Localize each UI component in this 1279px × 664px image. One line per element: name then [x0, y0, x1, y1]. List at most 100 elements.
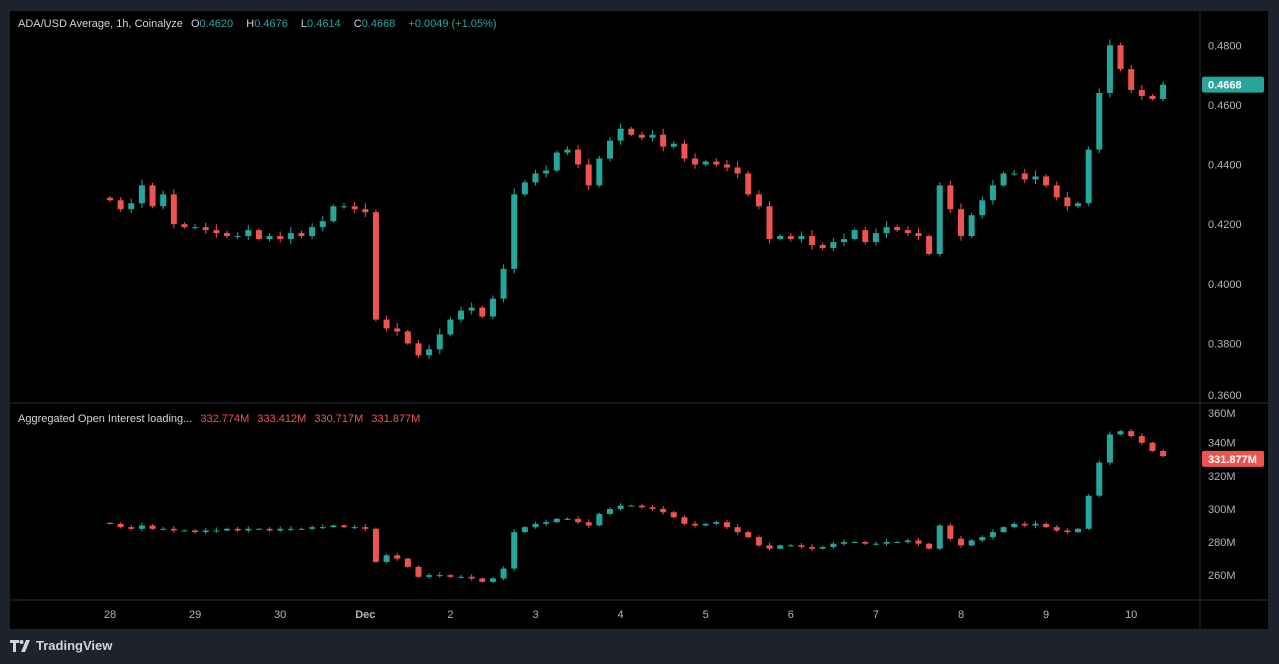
close-label: C: [353, 18, 362, 30]
oi-candle: [1117, 431, 1124, 435]
price-candle: [149, 185, 156, 207]
price-candle: [447, 319, 454, 335]
price-candle: [851, 230, 858, 240]
price-candle: [1106, 45, 1113, 93]
oi-candle: [894, 542, 901, 544]
oi-candle: [872, 543, 879, 545]
price-candle: [692, 158, 699, 165]
price-legend: ADA/USD Average, 1h, Coinalyze O0.4620 H…: [18, 18, 502, 30]
price-candle: [1085, 149, 1092, 204]
price-candle: [638, 134, 645, 138]
oi-candle: [862, 542, 869, 544]
oi-candle: [819, 547, 826, 549]
price-candle: [670, 143, 677, 147]
price-candle: [1117, 45, 1124, 70]
price-ytick: 0.4000: [1208, 279, 1242, 291]
price-candle: [117, 200, 124, 210]
oi-candle: [904, 540, 911, 543]
oi-candle: [553, 518, 560, 523]
oi-candle: [383, 555, 390, 562]
price-candle: [894, 227, 901, 231]
price-candle: [266, 236, 273, 240]
oi-candle: [1138, 436, 1145, 443]
price-candle: [1011, 173, 1018, 175]
price-candle: [500, 268, 507, 299]
price-candle: [394, 328, 401, 332]
price-candle: [224, 233, 231, 237]
price-candle: [755, 194, 762, 207]
price-candle: [926, 236, 933, 254]
oi-candle: [1064, 530, 1071, 533]
oi-candle: [723, 522, 730, 528]
price-candle: [553, 152, 560, 171]
oi-candle: [1160, 451, 1167, 457]
oi-candle: [213, 530, 220, 532]
open-label: O: [190, 18, 200, 30]
price-candle: [170, 194, 177, 225]
price-last-label: 0.4668: [1208, 80, 1242, 92]
price-candle: [372, 212, 379, 320]
time-axis-tick: 29: [189, 609, 201, 621]
symbol-title: ADA/USD Average, 1h, Coinalyze: [18, 18, 183, 30]
price-candle: [181, 224, 188, 228]
price-candle: [298, 233, 305, 237]
price-candle: [192, 227, 199, 229]
oi-candle: [266, 528, 273, 531]
price-ytick: 0.3600: [1208, 390, 1242, 402]
oi-low: 330.717M: [314, 413, 364, 425]
oi-candle: [149, 525, 156, 529]
oi-candle: [224, 528, 231, 531]
oi-candle: [234, 528, 241, 531]
price-candle: [351, 206, 358, 210]
oi-candle: [585, 522, 592, 526]
price-candle: [660, 134, 667, 147]
price-candle: [1043, 176, 1050, 186]
oi-candle: [277, 528, 284, 531]
oi-candle: [1106, 434, 1113, 463]
tradingview-brand[interactable]: TradingView: [10, 638, 112, 653]
oi-candle: [915, 540, 922, 544]
oi-candle: [330, 525, 337, 528]
price-ytick: 0.4800: [1208, 40, 1242, 52]
chart-canvas[interactable]: 0.4800 0.4600 0.4400 0.4200 0.4000 0.3800 0.36…: [10, 11, 1268, 629]
oi-title: Aggregated Open Interest loading...: [18, 413, 193, 425]
price-candle: [809, 236, 816, 246]
oi-candle: [989, 532, 996, 538]
oi-candle: [202, 530, 209, 533]
time-axis-tick: 5: [703, 609, 709, 621]
price-candle: [1160, 84, 1167, 99]
price-candle: [202, 227, 209, 231]
price-candle: [723, 164, 730, 168]
oi-candle: [500, 568, 507, 579]
oi-candle: [1021, 523, 1028, 526]
price-candle: [277, 236, 284, 240]
price-candle: [1032, 176, 1039, 180]
oi-candle: [606, 508, 613, 514]
oi-candle: [787, 545, 794, 547]
oi-candle: [575, 518, 582, 523]
price-candle: [1096, 92, 1103, 150]
price-candle: [734, 167, 741, 174]
price-candle: [489, 298, 496, 317]
oi-candle: [1128, 431, 1135, 437]
oi-candle: [458, 576, 465, 578]
oi-candle: [351, 527, 358, 529]
oi-candle: [532, 523, 539, 528]
oi-candle: [851, 542, 858, 544]
price-candle: [309, 227, 316, 237]
oi-candle: [1075, 528, 1082, 533]
tradingview-logo-icon: [10, 639, 30, 652]
price-candle: [383, 319, 390, 329]
oi-candle: [404, 558, 411, 567]
oi-ytick: 340M: [1208, 438, 1236, 450]
oi-candle: [1032, 523, 1039, 526]
change-value: +0.0049 (+1.05%): [408, 18, 497, 30]
price-candle: [872, 233, 879, 243]
price-candle: [1138, 89, 1145, 96]
oi-candle: [617, 505, 624, 509]
price-candle: [649, 134, 656, 138]
chart-area[interactable]: 0.4800 0.4600 0.4400 0.4200 0.4000 0.3800 0.36…: [10, 11, 1268, 629]
oi-candle: [372, 528, 379, 562]
price-candle: [766, 206, 773, 240]
price-candle: [904, 230, 911, 234]
